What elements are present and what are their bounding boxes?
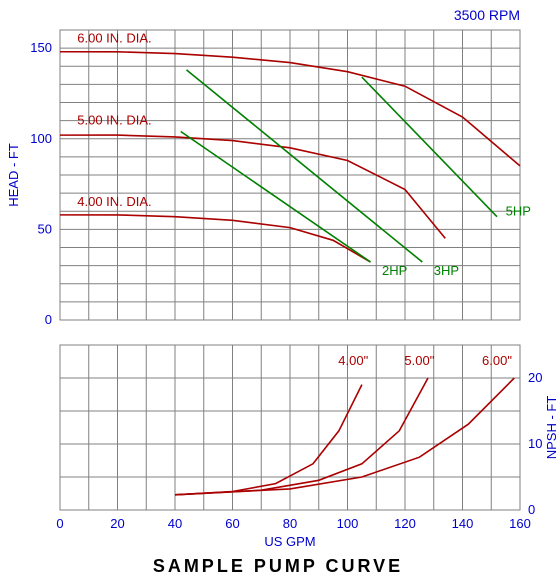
- y-lower-tick: 10: [528, 436, 542, 451]
- head-curve-label: 5.00 IN. DIA.: [77, 112, 151, 127]
- hp-curve-label: 3HP: [434, 263, 459, 278]
- x-tick: 20: [110, 516, 124, 531]
- y-upper-label: HEAD - FT: [6, 143, 21, 207]
- x-tick: 160: [509, 516, 531, 531]
- pump-curve-chart: 020406080100120140160US GPM050100150HEAD…: [0, 0, 556, 582]
- y-upper-tick: 50: [38, 221, 52, 236]
- npsh-curve-label: 4.00": [338, 353, 368, 368]
- y-lower-label: NPSH - FT: [544, 396, 556, 460]
- y-lower-tick: 0: [528, 502, 535, 517]
- npsh-curve-label: 5.00": [404, 353, 434, 368]
- x-tick: 0: [56, 516, 63, 531]
- head-curve-label: 4.00 IN. DIA.: [77, 194, 151, 209]
- x-tick: 100: [337, 516, 359, 531]
- y-upper-tick: 0: [45, 312, 52, 327]
- x-tick: 80: [283, 516, 297, 531]
- hp-curve-label: 2HP: [382, 263, 407, 278]
- y-upper-tick: 100: [30, 131, 52, 146]
- chart-title: SAMPLE PUMP CURVE: [153, 556, 403, 576]
- rpm-annotation: 3500 RPM: [454, 7, 520, 23]
- x-axis-label: US GPM: [264, 534, 315, 549]
- hp-curve-label: 5HP: [506, 203, 531, 218]
- npsh-curve-label: 6.00": [482, 353, 512, 368]
- x-tick: 140: [452, 516, 474, 531]
- x-tick: 40: [168, 516, 182, 531]
- head-curve-label: 6.00 IN. DIA.: [77, 31, 151, 46]
- y-upper-tick: 150: [30, 40, 52, 55]
- x-tick: 60: [225, 516, 239, 531]
- x-tick: 120: [394, 516, 416, 531]
- y-lower-tick: 20: [528, 370, 542, 385]
